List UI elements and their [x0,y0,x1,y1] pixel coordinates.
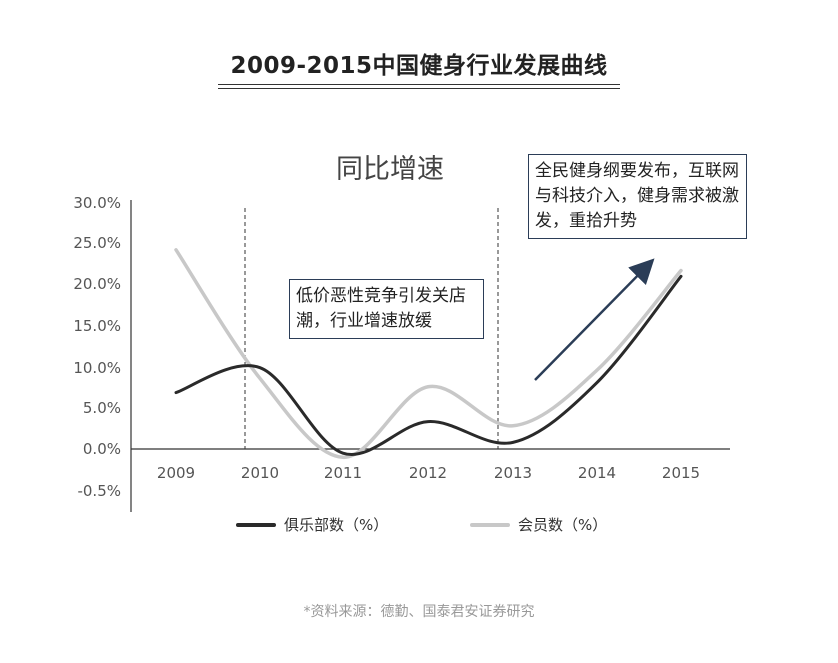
x-tick-label: 2010 [241,464,279,482]
y-tick-label: 30.0% [73,194,121,212]
annotation-slowdown: 低价恶性竞争引发关店潮，行业增速放缓 [289,279,484,339]
x-tick-label: 2013 [494,464,532,482]
y-tick-label: 0.0% [83,440,121,458]
y-tick-label: -0.5% [77,482,121,500]
x-tick-label: 2009 [157,464,195,482]
legend-item-club: 俱乐部数（%） [236,514,388,535]
series-line-member [174,248,683,460]
title-underline [218,84,620,85]
title-underline-double [218,88,620,89]
y-tick-label: 20.0% [73,275,121,293]
x-tick-label: 2012 [409,464,447,482]
y-tick-label: 5.0% [83,399,121,417]
y-tick-label: 15.0% [73,317,121,335]
legend-label-member: 会员数（%） [518,516,608,534]
source-note: *资料来源：德勤、国泰君安证券研究 [303,604,535,620]
legend-swatch-member [470,522,510,527]
page-title: 2009-2015中国健身行业发展曲线 [230,53,608,79]
x-tick-label: 2014 [578,464,616,482]
legend-item-member: 会员数（%） [470,514,607,535]
trend-arrow [534,258,655,381]
annotation-rebound: 全民健身纲要发布，互联网与科技介入，健身需求被激发，重拾升势 [528,154,747,239]
y-tick-label: 10.0% [73,359,121,377]
series-line-club [174,274,683,456]
y-tick-label: 25.0% [73,234,121,252]
legend-swatch-club [236,522,276,527]
legend-label-club: 俱乐部数（%） [284,516,389,534]
x-tick-label: 2015 [662,464,700,482]
x-tick-label: 2011 [324,464,362,482]
chart-title: 同比增速 [336,154,444,185]
